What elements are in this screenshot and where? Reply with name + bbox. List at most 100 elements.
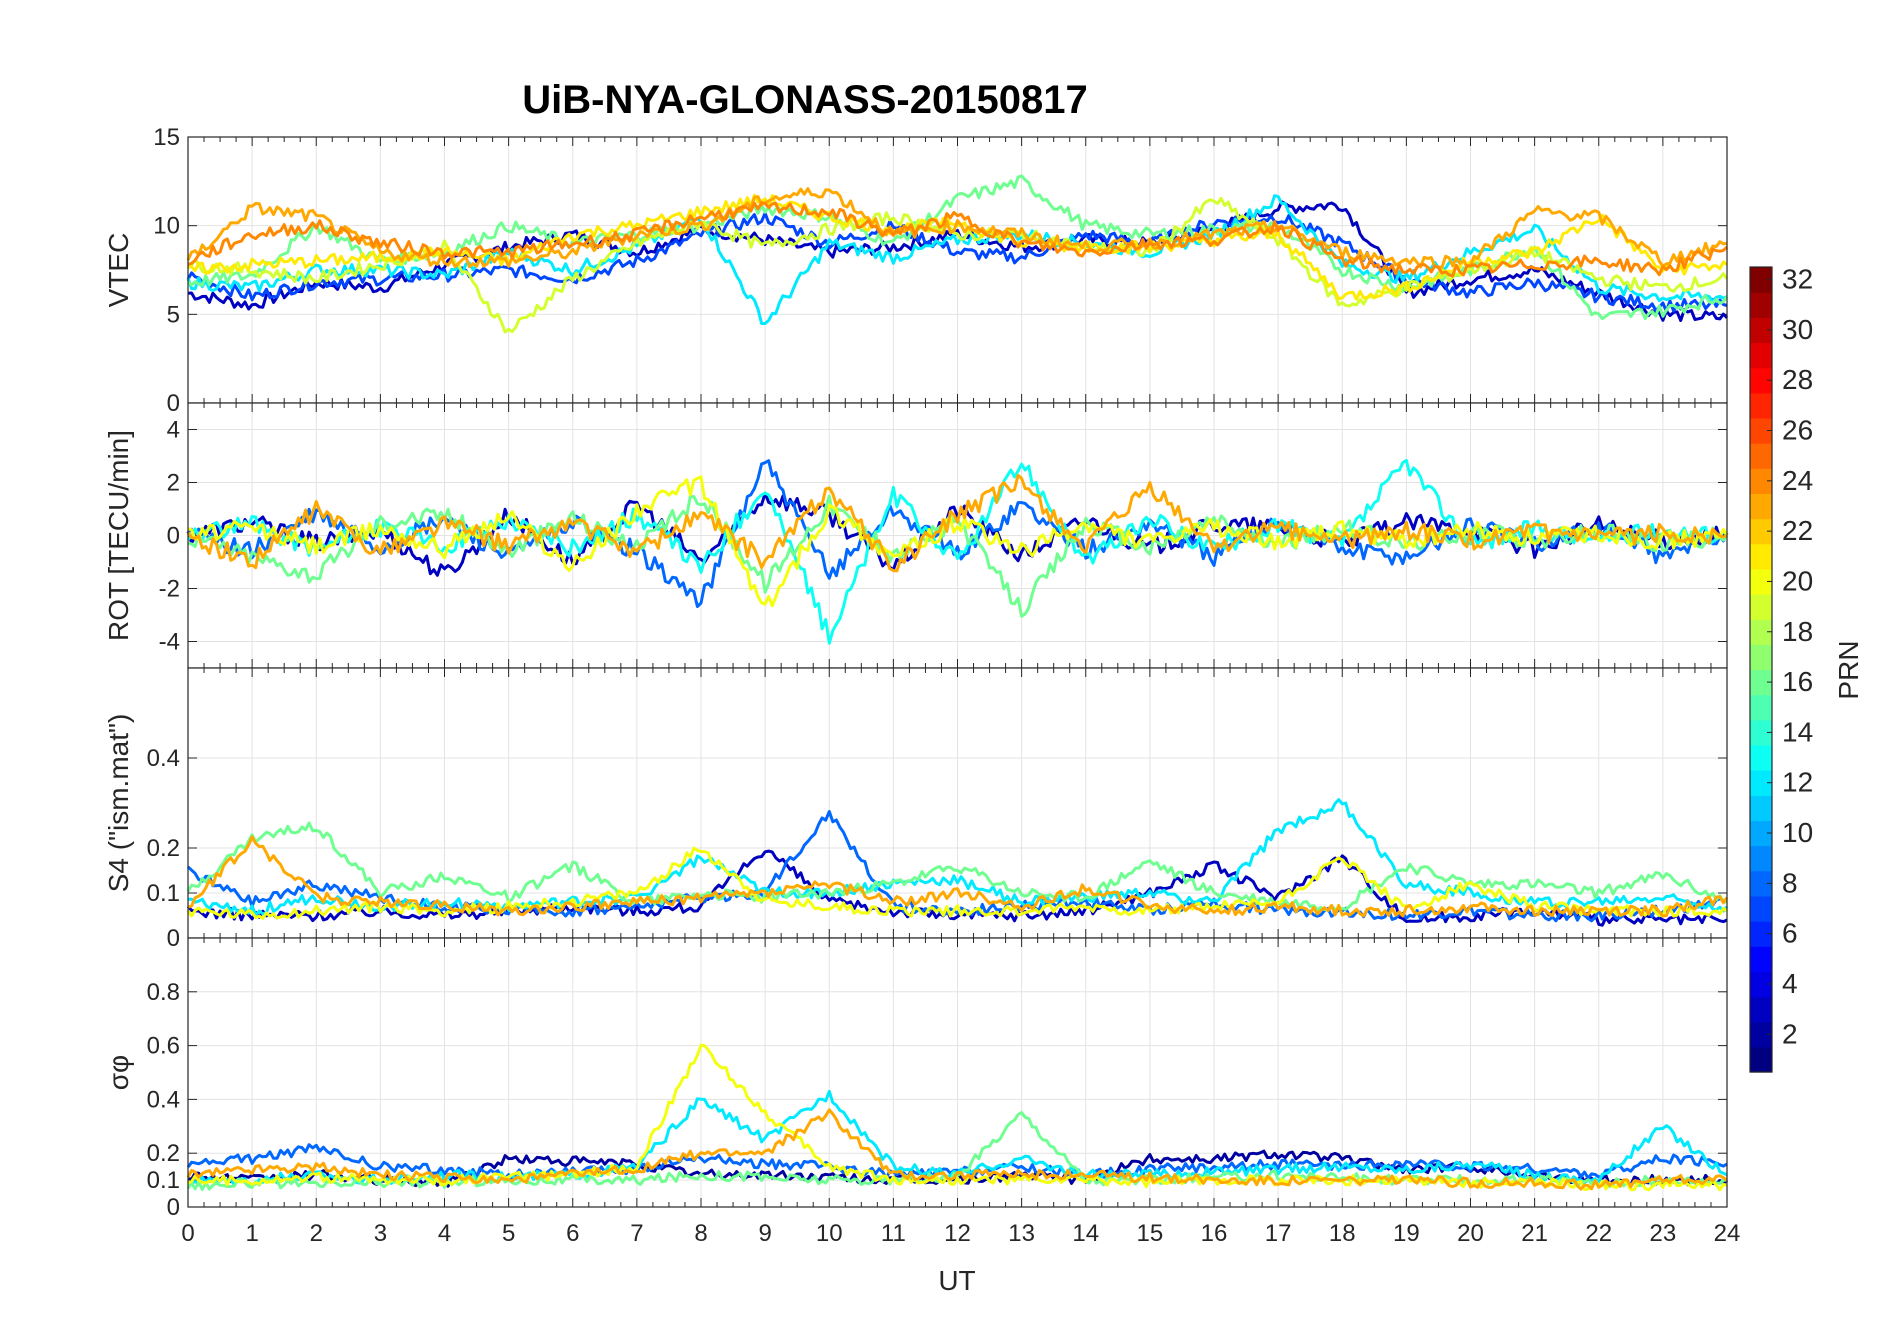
x-tick-label: 13 <box>1008 1220 1035 1247</box>
series-line-prn-8 <box>186 1143 1728 1181</box>
colorbar-tick-label: 12 <box>1782 767 1813 798</box>
colorbar-segment <box>1750 744 1772 771</box>
y-axis-label: ROT [TECU/min] <box>103 430 134 641</box>
x-tick-label: 14 <box>1072 1220 1099 1247</box>
y-tick-label: 0.8 <box>147 979 180 1006</box>
series-line-prn-3 <box>187 200 1729 322</box>
series-line-prn-12 <box>186 194 1728 325</box>
colorbar-tick-label: 10 <box>1782 817 1813 848</box>
series-line-prn-13 <box>187 458 1729 645</box>
panel-1: 0 5 10 15 VTEC <box>103 124 1729 417</box>
colorbar-segment <box>1750 971 1772 998</box>
colorbar-tick-label: 26 <box>1782 415 1813 446</box>
y-axis-label: VTEC <box>103 233 134 308</box>
colorbar-segment <box>1750 845 1772 872</box>
y-tick-label: 0.6 <box>147 1033 180 1060</box>
x-tick-label: 17 <box>1265 1220 1292 1247</box>
colorbar-segment <box>1750 921 1772 947</box>
colorbar-segment <box>1750 820 1772 847</box>
colorbar-segment <box>1750 1046 1772 1073</box>
colorbar-segment <box>1750 694 1772 721</box>
colorbar-segment <box>1750 518 1772 545</box>
colorbar-segment <box>1750 367 1772 394</box>
y-tick-label: 0.2 <box>147 1140 180 1167</box>
x-tick-label: 0 <box>181 1220 194 1247</box>
y-tick-label: 10 <box>153 213 180 240</box>
colorbar-tick-label: 22 <box>1782 515 1813 546</box>
colorbar-segment <box>1750 895 1772 922</box>
axes-frame <box>187 937 1728 1208</box>
x-tick-label: 1 <box>245 1220 258 1247</box>
y-tick-label: 2 <box>167 470 180 497</box>
y-tick-label: 0.4 <box>147 1086 180 1113</box>
x-tick-label: 4 <box>438 1220 451 1247</box>
y-tick-label: -4 <box>159 629 180 656</box>
panel-3: 0 0.1 0.2 0.4 S4 ("ism.mat") <box>103 667 1729 952</box>
colorbar-label: PRN <box>1833 640 1864 699</box>
x-tick-label: 5 <box>502 1220 515 1247</box>
colorbar-segment <box>1750 870 1772 897</box>
colorbar-tick-label: 20 <box>1782 565 1813 596</box>
x-tick-label: 18 <box>1329 1220 1356 1247</box>
x-tick-label: 23 <box>1650 1220 1677 1247</box>
y-tick-label: 0 <box>167 390 180 417</box>
colorbar-segment <box>1750 644 1772 671</box>
colorbar-segment <box>1750 317 1772 344</box>
series-line-prn-7 <box>186 211 1728 313</box>
y-tick-label: 5 <box>167 301 180 328</box>
colorbar-segment <box>1750 996 1772 1023</box>
x-tick-label: 9 <box>758 1220 771 1247</box>
x-tick-label: 3 <box>374 1220 387 1247</box>
x-tick-label: 20 <box>1457 1220 1484 1247</box>
colorbar-segment <box>1750 417 1772 444</box>
x-tick-label: 24 <box>1714 1220 1741 1247</box>
x-tick-label: 7 <box>630 1220 643 1247</box>
colorbar-segment <box>1750 619 1772 645</box>
y-tick-label: 0 <box>167 925 180 952</box>
colorbar-segment <box>1750 543 1772 570</box>
colorbar-segment <box>1750 594 1772 620</box>
colorbar-tick-label: 24 <box>1782 465 1813 496</box>
colorbar-segment <box>1750 795 1772 822</box>
colorbar-tick-label: 14 <box>1782 716 1813 747</box>
colorbar-tick-label: 30 <box>1782 314 1813 345</box>
x-tick-label: 12 <box>944 1220 971 1247</box>
colorbar-segment <box>1750 669 1772 696</box>
x-tick-label: 6 <box>566 1220 579 1247</box>
y-tick-label: 15 <box>153 124 180 151</box>
y-axis-label: S4 ("ism.mat") <box>103 714 134 893</box>
x-tick-label: 15 <box>1137 1220 1164 1247</box>
y-tick-label: 0 <box>167 523 180 550</box>
y-tick-label: 0 <box>167 1194 180 1221</box>
colorbar-tick-label: 32 <box>1782 264 1813 295</box>
colorbar-frame <box>1749 266 1773 1073</box>
colorbar-tick-label: 4 <box>1782 968 1798 999</box>
colorbar-tick-label: 8 <box>1782 867 1798 898</box>
colorbar-segment <box>1750 292 1772 318</box>
y-axis-label: σφ <box>103 1055 134 1090</box>
colorbar-segment <box>1750 946 1772 972</box>
colorbar-segment <box>1750 568 1772 595</box>
series-line-prn-23 <box>186 1108 1728 1191</box>
series-line-prn-24 <box>187 201 1729 278</box>
colorbar-tick-label: 16 <box>1782 666 1813 697</box>
panel-4: 00.10.2 0.4 0.6 0.8 σφ <box>103 937 1729 1221</box>
x-tick-label: 2 <box>310 1220 323 1247</box>
x-tick-label: 22 <box>1585 1220 1612 1247</box>
colorbar-segment <box>1750 443 1772 469</box>
x-tick-label: 19 <box>1393 1220 1420 1247</box>
colorbar-tick-label: 2 <box>1782 1018 1798 1049</box>
colorbar-segment <box>1750 267 1772 293</box>
y-tick-label: 4 <box>167 417 180 444</box>
series-line-prn-12 <box>187 798 1729 917</box>
series-line-prn-23 <box>186 473 1728 573</box>
y-tick-label: 0.4 <box>147 745 180 772</box>
x-axis-label: UT <box>938 1265 975 1296</box>
x-tick-label: 8 <box>694 1220 707 1247</box>
y-tick-label: -2 <box>159 576 180 603</box>
panel-2: -4 -2 0 2 4 ROT [TECU/min] <box>103 402 1729 669</box>
y-tick-label: 0.1 <box>147 1167 180 1194</box>
chart-title: UiB-NYA-GLONASS-20150817 <box>522 78 1087 122</box>
